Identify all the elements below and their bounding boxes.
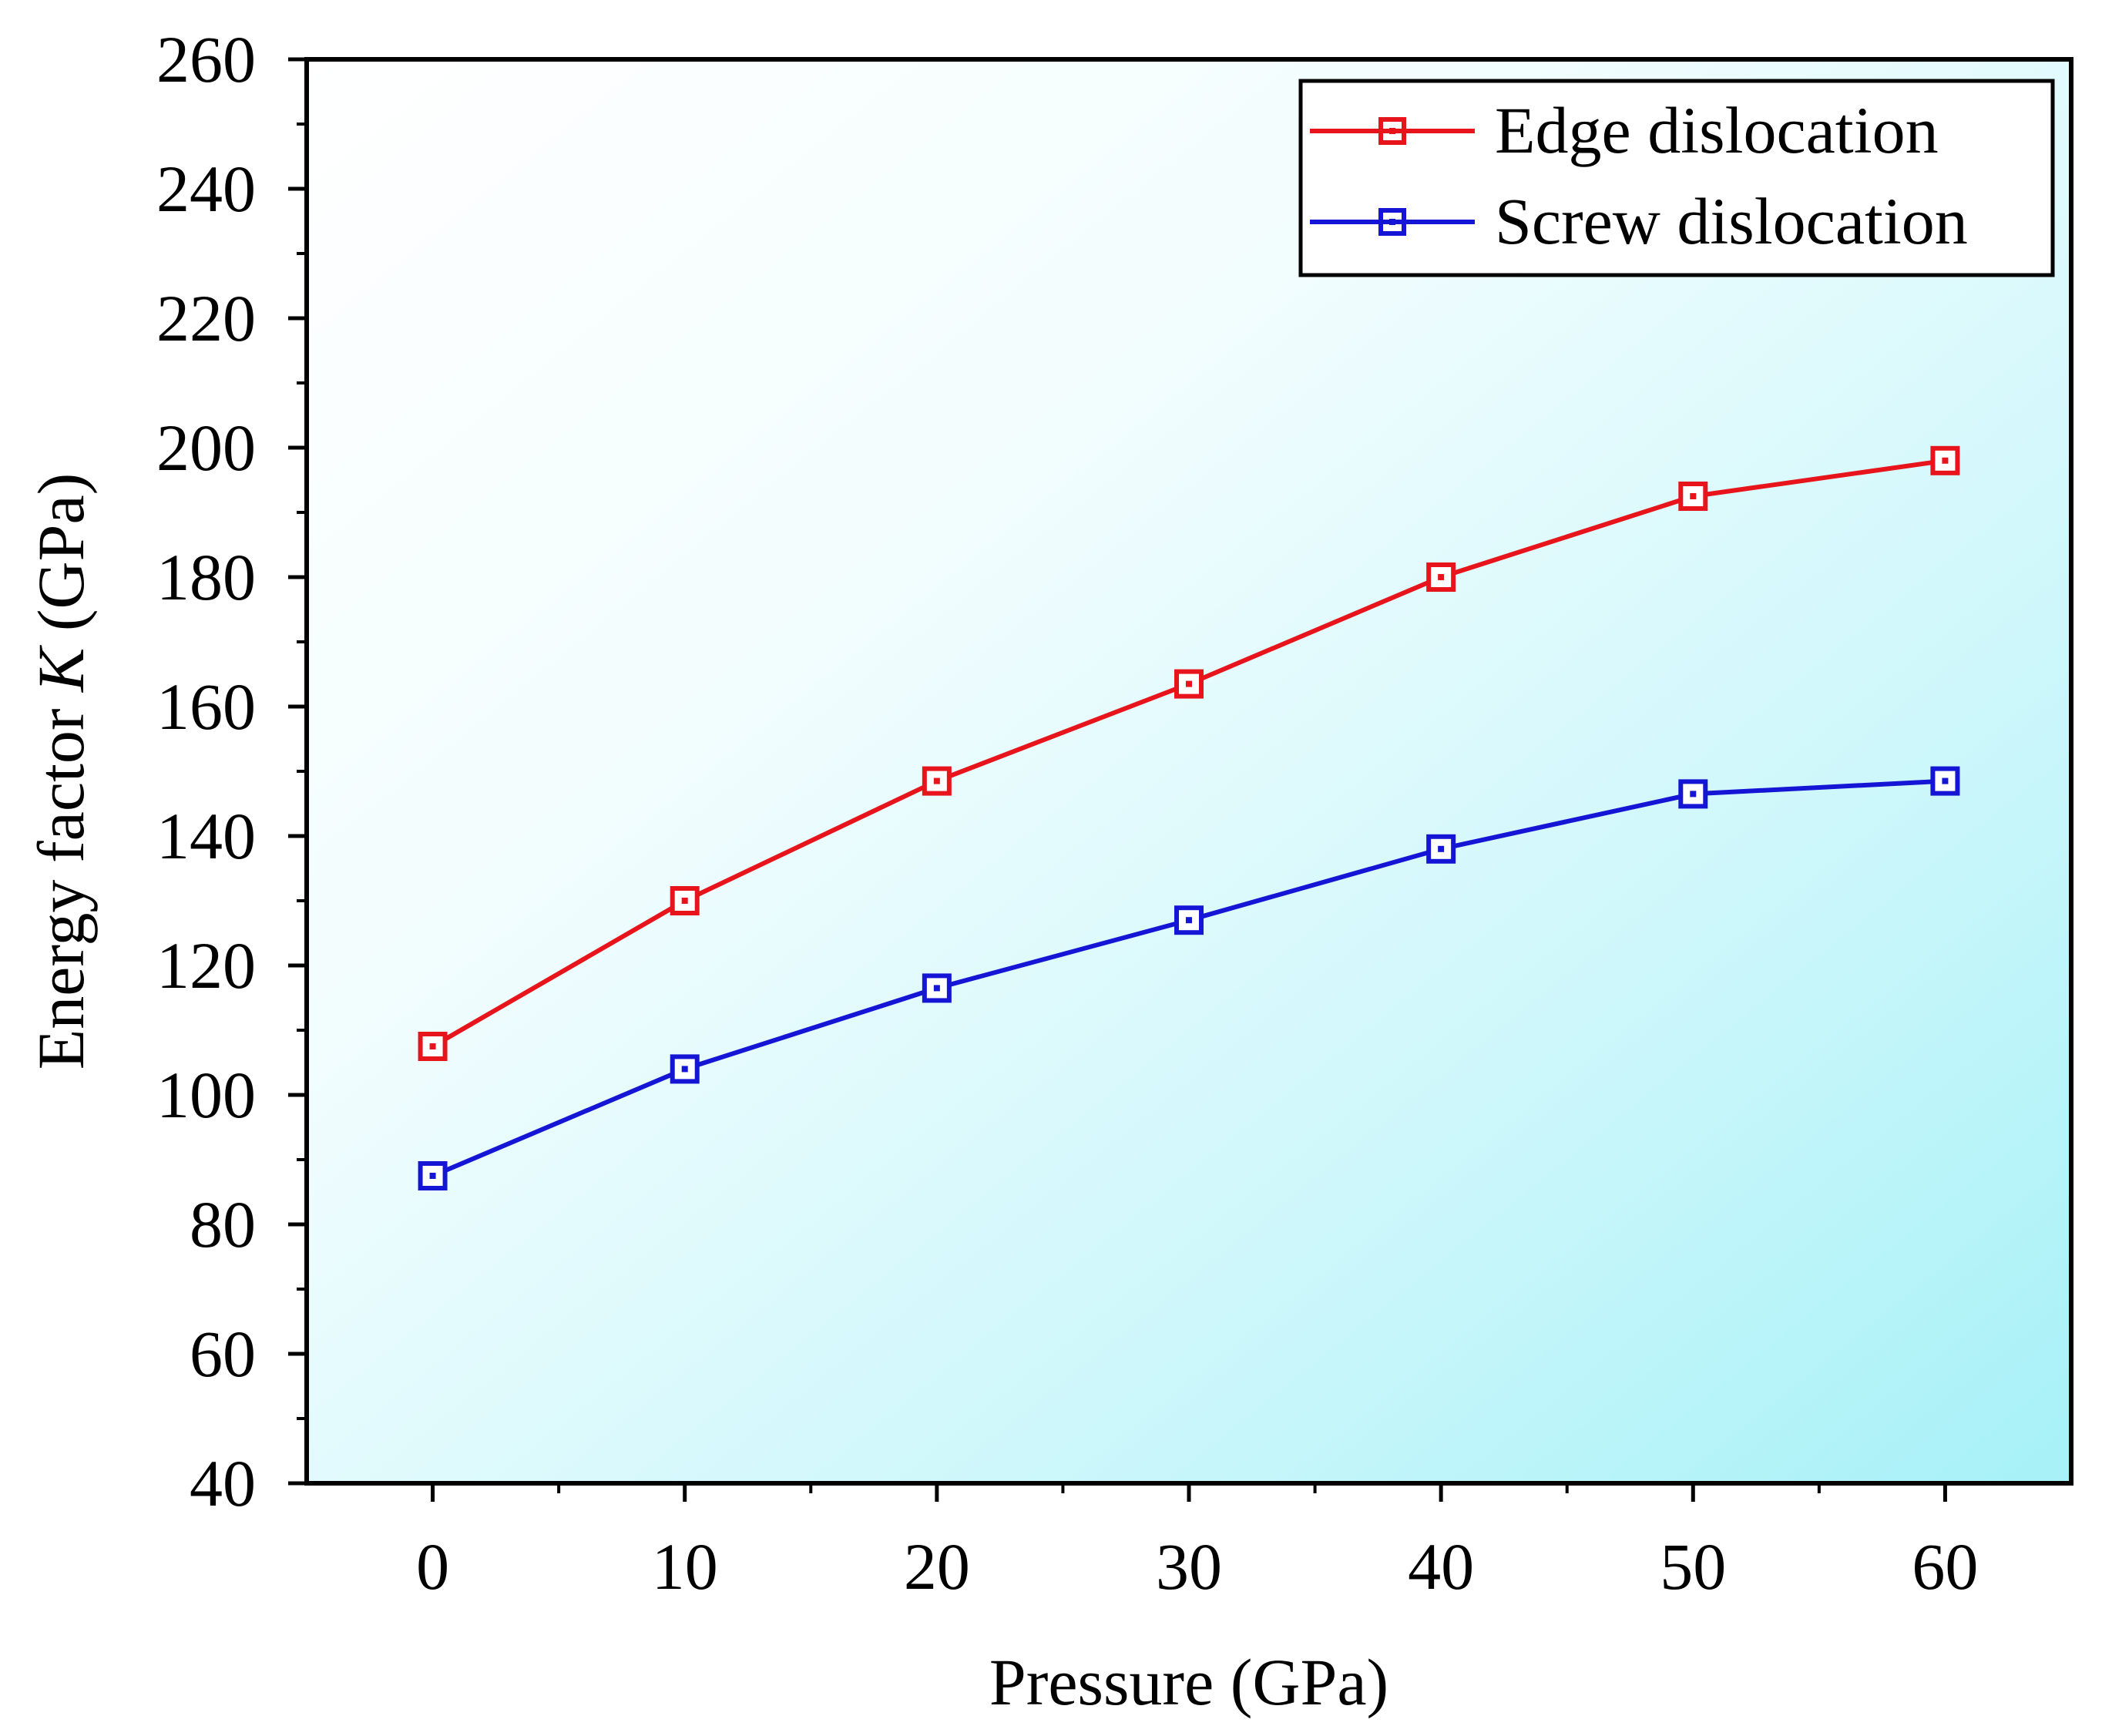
series-markers — [418, 445, 1960, 1190]
legend-label-edge: Edge dislocation — [1495, 93, 1939, 167]
data-point-edge — [1678, 482, 1708, 511]
y-axis-label-prefix: Energy factor — [24, 692, 98, 1069]
legend-screw-marker-dot — [1389, 219, 1395, 225]
data-point-edge — [418, 1032, 448, 1061]
data-point-center-screw — [681, 1066, 688, 1073]
data-point-center-screw — [1942, 777, 1949, 784]
y-tick-label: 160 — [156, 670, 256, 744]
x-tick-label: 10 — [652, 1529, 718, 1603]
y-tick-label: 120 — [156, 928, 256, 1002]
legend-edge-marker-dot — [1389, 128, 1395, 134]
data-point-center-edge — [933, 777, 940, 784]
legend-edge-marker — [1378, 117, 1406, 145]
y-axis-label: Energy factor K (GPa) — [24, 473, 98, 1070]
y-tick-labels: 40 60 80 100 120 140 160 180 200 220 240 260 — [156, 22, 256, 1520]
y-tick-label: 80 — [190, 1187, 256, 1261]
legend-frame — [1298, 79, 2055, 277]
data-point-center-screw — [1690, 791, 1697, 797]
x-axis-label: Pressure (GPa) — [989, 1645, 1388, 1719]
data-point-center-screw — [933, 985, 940, 992]
y-tick-label: 220 — [156, 281, 256, 355]
y-tick-label: 200 — [156, 411, 256, 485]
y-tick-label: 260 — [156, 22, 256, 96]
data-point-center-edge — [1942, 457, 1949, 464]
legend-screw-marker — [1378, 208, 1406, 236]
x-tick-label: 50 — [1660, 1529, 1726, 1603]
x-tick-label: 20 — [904, 1529, 970, 1603]
y-tick-label: 140 — [156, 799, 256, 873]
y-tick-label: 100 — [156, 1058, 256, 1132]
data-point-screw — [922, 973, 952, 1003]
y-tick-label: 240 — [156, 152, 256, 226]
data-point-center-edge — [1690, 493, 1697, 499]
data-point-center-edge — [681, 898, 688, 904]
plot-frame — [304, 57, 2073, 1486]
y-tick-label: 60 — [190, 1317, 256, 1391]
data-point-edge — [1930, 445, 1960, 475]
data-point-center-screw — [429, 1173, 436, 1179]
x-tick-label: 60 — [1912, 1529, 1978, 1603]
y-axis-label-suffix: (GPa) — [24, 473, 98, 648]
data-point-center-screw — [1186, 917, 1192, 924]
x-tick-label: 40 — [1408, 1529, 1474, 1603]
plot-background — [307, 59, 2071, 1483]
x-tick-label: 0 — [416, 1529, 449, 1603]
data-point-center-edge — [1438, 574, 1445, 580]
data-point-screw — [1426, 834, 1456, 864]
y-tick-label: 40 — [190, 1446, 256, 1520]
x-tick-label: 30 — [1156, 1529, 1222, 1603]
x-tick-labels: 0 10 20 30 40 50 60 — [416, 1529, 1978, 1603]
y-tick-label: 180 — [156, 540, 256, 614]
data-point-center-edge — [1186, 680, 1192, 687]
data-point-center-edge — [429, 1043, 436, 1049]
y-axis-label-variable: K — [24, 644, 98, 693]
legend: Edge dislocation Screw dislocation — [1298, 79, 2055, 277]
data-point-edge — [670, 886, 700, 915]
legend-label-screw: Screw dislocation — [1495, 184, 1968, 258]
data-point-center-screw — [1438, 845, 1445, 852]
